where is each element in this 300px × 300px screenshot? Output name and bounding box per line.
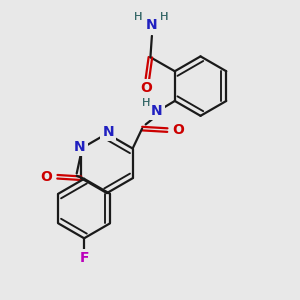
Text: H: H (160, 11, 169, 22)
Text: H: H (142, 98, 150, 108)
Text: N: N (103, 125, 114, 139)
Text: O: O (172, 123, 184, 137)
Text: O: O (40, 170, 52, 184)
Text: N: N (151, 104, 163, 118)
Text: F: F (80, 250, 89, 265)
Text: O: O (140, 81, 152, 95)
Text: N: N (103, 125, 114, 139)
Text: N: N (146, 19, 157, 32)
Text: H: H (160, 11, 169, 22)
Text: O: O (140, 81, 152, 95)
Text: N: N (151, 104, 163, 118)
Text: F: F (80, 250, 89, 265)
Text: O: O (40, 170, 52, 184)
Text: H: H (142, 98, 150, 108)
Text: O: O (172, 123, 184, 137)
Text: H: H (134, 11, 143, 22)
Text: N: N (146, 19, 157, 32)
Text: N: N (74, 140, 85, 154)
Text: H: H (134, 11, 143, 22)
Text: N: N (74, 140, 85, 154)
